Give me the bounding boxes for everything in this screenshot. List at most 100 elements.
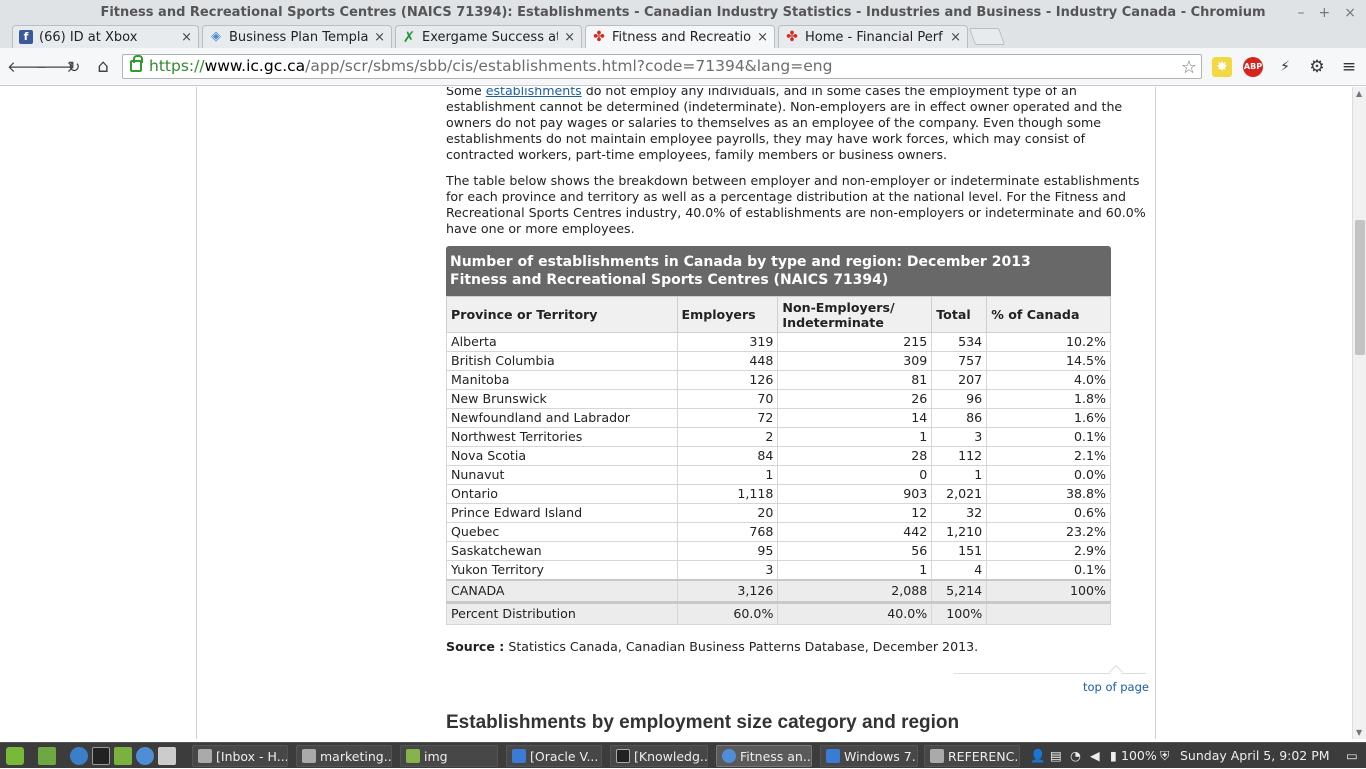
tab-close-button[interactable]: × xyxy=(757,29,768,45)
chromium-launcher-icon[interactable] xyxy=(136,747,154,765)
mint-menu-icon[interactable] xyxy=(6,747,24,765)
cell-employers: 84 xyxy=(676,446,779,466)
desktop-icon[interactable]: ▭ xyxy=(1346,748,1358,763)
cell-province: Saskatchewan xyxy=(446,541,678,561)
tab-exergame[interactable]: ✗ Exergame Success at × xyxy=(395,25,582,48)
task-knowledge[interactable]: [Knowledg... xyxy=(610,745,708,767)
scrollbar-thumb[interactable] xyxy=(1355,220,1365,355)
cell-employers: 3,126 xyxy=(676,579,779,603)
new-tab-button[interactable] xyxy=(968,28,1006,45)
files-icon[interactable] xyxy=(114,747,132,765)
cell-province: Nova Scotia xyxy=(446,446,678,466)
tab-fitness[interactable]: ✤ Fitness and Recreatio × xyxy=(585,25,775,48)
tab-business-plan[interactable]: ◈ Business Plan Templa × xyxy=(202,25,392,48)
scroll-up-icon[interactable]: ▲ xyxy=(1356,89,1363,98)
address-bar[interactable]: https://www.ic.gc.ca/app/scr/sbms/sbb/ci… xyxy=(122,54,1202,79)
close-window-button[interactable]: × xyxy=(1344,5,1356,21)
table-row: Prince Edward Island 20 12 32 0.6% xyxy=(446,503,1111,523)
volume-icon[interactable]: ◀ xyxy=(1090,748,1100,763)
browser-launcher-icon[interactable] xyxy=(70,747,88,765)
forward-icon[interactable]: 🡒 xyxy=(35,58,76,76)
header-non-employers: Non-Employers/ Indeterminate xyxy=(777,296,933,333)
table-row: Saskatchewan 95 56 151 2.9% xyxy=(446,541,1111,561)
cell-non-employers: 28 xyxy=(777,446,933,466)
network-icon[interactable]: ◔ xyxy=(1070,748,1081,763)
task-windows7[interactable]: Windows 7... xyxy=(820,745,918,767)
content-border-right xyxy=(1155,87,1156,739)
task-reference[interactable]: REFERENC... xyxy=(924,745,1020,767)
url-host: www.ic.gc.ca xyxy=(204,57,306,75)
tab-title: Home - Financial Perf xyxy=(805,29,943,45)
extension-icon[interactable]: ✸ xyxy=(1212,57,1232,77)
battery-icon[interactable]: ▮ xyxy=(1110,748,1117,763)
bookmark-star-icon[interactable]: ☆ xyxy=(1180,57,1197,78)
table-row: Nunavut 1 0 1 0.0% xyxy=(446,465,1111,485)
back-icon[interactable]: 🡐 xyxy=(7,58,48,76)
minimize-button[interactable]: – xyxy=(1297,5,1305,21)
para-text: Some xyxy=(446,87,486,98)
cell-employers: 768 xyxy=(676,522,779,542)
tab-close-button[interactable]: × xyxy=(950,29,961,45)
scroll-down-icon[interactable]: ▼ xyxy=(1356,728,1363,737)
terminal-icon[interactable] xyxy=(92,747,110,765)
clock[interactable]: Sunday April 5, 9:02 PM xyxy=(1180,748,1330,763)
apps-icon[interactable] xyxy=(158,747,176,765)
adblock-icon[interactable]: ABP xyxy=(1243,57,1263,77)
cell-employers: 126 xyxy=(676,370,779,390)
task-img[interactable]: img xyxy=(400,745,498,767)
top-of-page-link[interactable]: top of page xyxy=(1083,680,1149,694)
cell-percent: 1.8% xyxy=(986,389,1111,409)
tab-title: Business Plan Templa xyxy=(229,29,369,45)
tab-facebook[interactable]: f (66) ID at Xbox × xyxy=(12,25,199,48)
cell-total: 5,214 xyxy=(931,579,988,603)
task-marketing[interactable]: marketing... xyxy=(296,745,392,767)
cell-employers: 2 xyxy=(676,427,779,447)
tab-close-button[interactable]: × xyxy=(181,29,192,45)
cell-employers: 72 xyxy=(676,408,779,428)
cell-percent: 100% xyxy=(986,579,1111,603)
cell-province: Percent Distribution xyxy=(446,600,678,625)
window-title-bar: Fitness and Recreational Sports Centres … xyxy=(0,0,1366,26)
cell-employers: 3 xyxy=(676,560,779,581)
task-oracle[interactable]: [Oracle V... xyxy=(506,745,602,767)
header-employers: Employers xyxy=(676,296,779,333)
clipboard-icon[interactable]: ▤ xyxy=(1050,748,1062,763)
reload-icon[interactable]: ↻ xyxy=(67,58,81,76)
cell-total: 1 xyxy=(931,465,988,485)
url-scheme: https:// xyxy=(149,57,205,75)
cell-employers: 1 xyxy=(676,465,779,485)
cell-total: 1,210 xyxy=(931,522,988,542)
cell-non-employers: 56 xyxy=(777,541,933,561)
caption-line-2: Fitness and Recreational Sports Centres … xyxy=(450,272,889,288)
show-desktop-icon[interactable] xyxy=(38,747,56,765)
menu-icon[interactable]: ≡ xyxy=(1341,57,1357,77)
tab-close-button[interactable]: × xyxy=(564,29,575,45)
cell-non-employers: 26 xyxy=(777,389,933,409)
gear-icon[interactable]: ⚙ xyxy=(1309,57,1325,77)
user-icon[interactable]: 👤 xyxy=(1030,748,1046,763)
task-fitness[interactable]: Fitness an... xyxy=(716,745,812,767)
maple-leaf-icon: ✤ xyxy=(786,29,798,45)
cell-non-employers: 903 xyxy=(777,484,933,504)
lightning-icon[interactable]: ⚡ xyxy=(1280,59,1290,75)
cell-total: 100% xyxy=(931,600,988,625)
tab-home-financial[interactable]: ✤ Home - Financial Perf × xyxy=(778,25,968,48)
tab-title: (66) ID at Xbox xyxy=(39,29,138,45)
virtualbox-icon xyxy=(826,749,840,763)
cell-total: 534 xyxy=(931,332,988,352)
window-controls: – + × xyxy=(1298,0,1356,26)
maximize-button[interactable]: + xyxy=(1318,5,1331,21)
vertical-scrollbar[interactable]: ▲ ▼ xyxy=(1352,87,1366,739)
task-inbox[interactable]: [Inbox - H... xyxy=(192,745,288,767)
cell-province: CANADA xyxy=(446,579,678,603)
tab-title: Exergame Success at xyxy=(422,29,559,45)
tab-close-button[interactable]: × xyxy=(374,29,385,45)
update-shield-icon[interactable]: ⛨ xyxy=(1160,748,1170,763)
source-label: Source : xyxy=(446,639,505,654)
establishments-link[interactable]: establishments xyxy=(485,87,582,98)
cell-employers: 95 xyxy=(676,541,779,561)
table-row: Newfoundland and Labrador 72 14 86 1.6% xyxy=(446,408,1111,428)
home-icon[interactable]: ⌂ xyxy=(97,56,109,77)
cell-province: Ontario xyxy=(446,484,678,504)
window-icon xyxy=(198,749,212,763)
